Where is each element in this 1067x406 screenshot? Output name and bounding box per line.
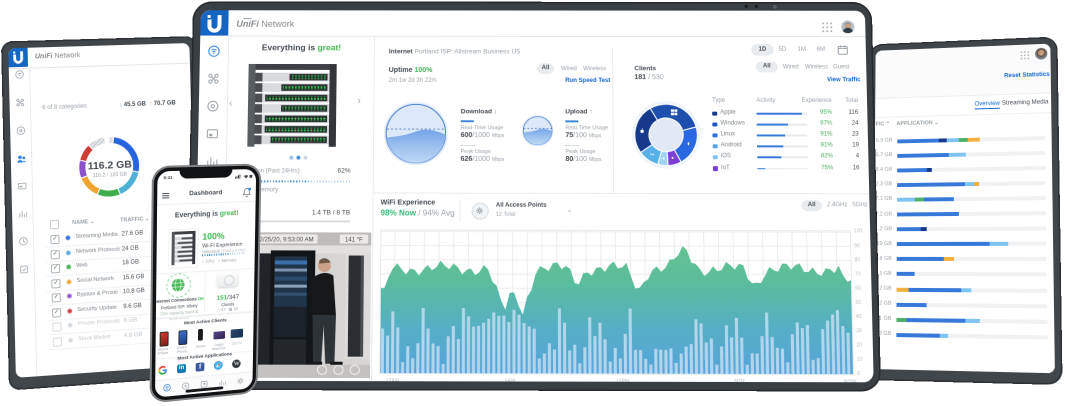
svg-text:R: 2/25/20, 9:53:00 AM: R: 2/25/20, 9:53:00 AM bbox=[252, 237, 314, 243]
svg-text:141 °F: 141 °F bbox=[345, 237, 363, 243]
